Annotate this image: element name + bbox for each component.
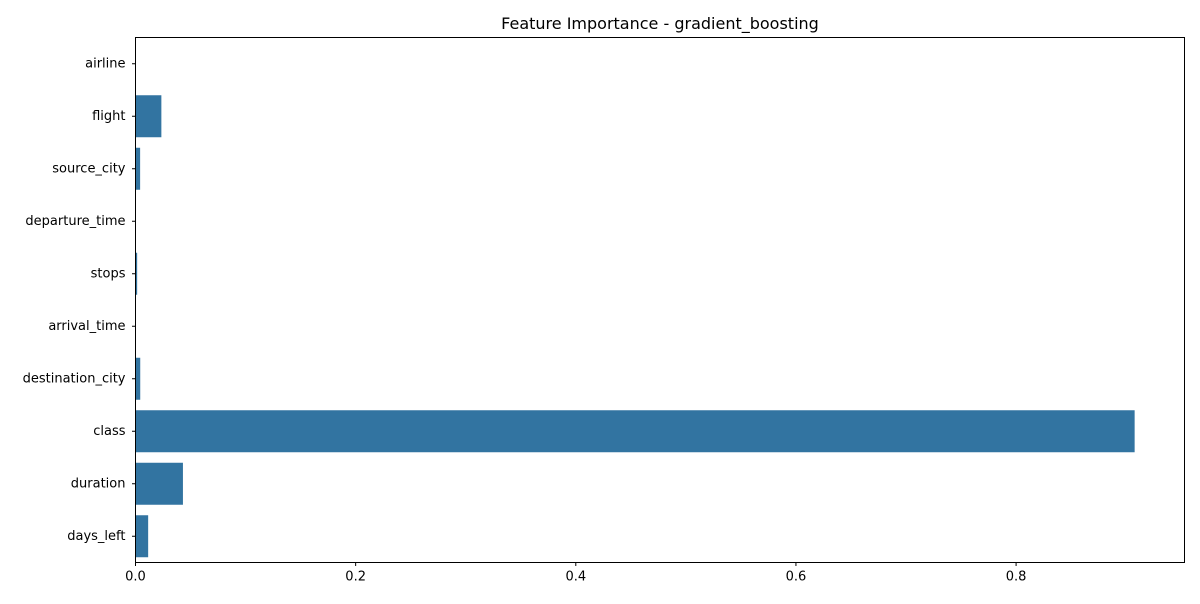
y-tick-label: flight [92,109,125,124]
y-tick-label: class [93,424,125,439]
y-tick-label: destination_city [23,371,126,386]
bar-days-left [136,515,149,557]
x-axis-ticks: 0.0 0.2 0.4 0.6 0.8 [125,563,1026,585]
y-axis-ticks: airline flight source_city departure_timest… [23,56,136,544]
x-tick-label: 0.6 [786,570,807,585]
x-tick-label: 0.2 [345,570,366,585]
bar-duration [136,463,183,505]
bar-source-city [136,148,141,190]
y-tick-label: source_city [52,161,126,176]
bar-class [136,410,1135,452]
plot-frame [136,38,1185,563]
x-tick-label: 0.8 [1006,570,1027,585]
y-tick-label: stops [91,266,126,281]
y-tick-label: arrival_time [48,319,125,334]
chart-title: Feature Importance - gradient_boosting [501,14,819,34]
y-tick-label: duration [71,476,126,491]
x-tick-label: 0.4 [565,570,586,585]
y-tick-label: airline [85,56,125,71]
bar-destination-city [136,358,141,400]
y-tick-label: departure_time [25,214,125,229]
x-tick-label: 0.0 [125,570,146,585]
bars-layer [136,43,1135,558]
bar-flight [136,95,162,137]
y-tick-label: days_left [67,529,125,544]
